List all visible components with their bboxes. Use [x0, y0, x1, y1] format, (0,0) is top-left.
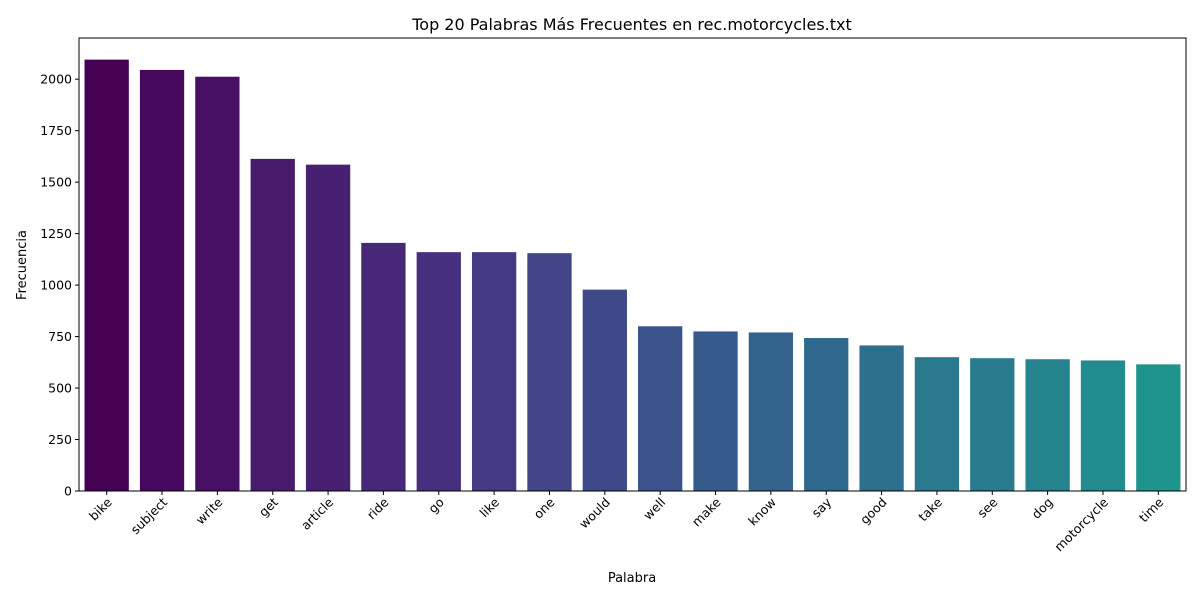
bar-ride — [361, 242, 406, 491]
y-tick-label-1750: 1750 — [40, 123, 72, 138]
bar-one — [527, 253, 572, 491]
y-tick-label-500: 500 — [48, 381, 72, 396]
y-tick-label-2000: 2000 — [40, 72, 72, 87]
x-tick-label-one: one — [531, 494, 558, 521]
bar-time — [1136, 364, 1181, 491]
x-tick-label-ride: ride — [364, 494, 392, 522]
x-tick-label-see: see — [974, 494, 1000, 520]
x-tick-label-know: know — [745, 495, 779, 529]
x-tick-label-article: article — [298, 494, 337, 533]
bars-group — [84, 59, 1181, 492]
bar-know — [748, 332, 794, 491]
y-tick-label-250: 250 — [48, 432, 72, 447]
x-tick-label-motorcycle: motorcycle — [1051, 494, 1111, 554]
x-tick-label-well: well — [640, 495, 668, 523]
x-tick-label-dog: dog — [1029, 495, 1056, 522]
y-tick-label-1250: 1250 — [40, 226, 72, 241]
bar-good — [859, 345, 904, 491]
bar-well — [638, 326, 683, 491]
x-tick-label-make: make — [689, 494, 724, 529]
y-tick-label-1000: 1000 — [40, 278, 72, 293]
x-tick-label-take: take — [915, 494, 945, 524]
bar-motorcycle — [1080, 360, 1126, 491]
bar-say — [804, 338, 849, 491]
y-tick-label-750: 750 — [48, 329, 72, 344]
bar-subject — [139, 69, 185, 492]
x-tick-label-subject: subject — [127, 494, 170, 537]
bar-get — [250, 158, 295, 491]
bar-like — [471, 252, 517, 491]
x-axis-label: Palabra — [608, 571, 656, 586]
bar-dog — [1025, 359, 1070, 491]
y-axis: 0 250 500 750 1000 1250 1500 1750 2000 — [40, 72, 79, 499]
x-tick-label-go: go — [425, 495, 447, 517]
bar-write — [195, 76, 240, 491]
bar-article — [305, 164, 351, 491]
x-tick-label-write: write — [193, 494, 226, 527]
x-tick-label-get: get — [256, 494, 281, 519]
x-tick-label-like: like — [476, 494, 502, 520]
chart-title: Top 20 Palabras Más Frecuentes en rec.mo… — [411, 15, 852, 34]
bar-take — [914, 357, 960, 491]
x-tick-label-bike: bike — [86, 494, 115, 523]
bar-bike — [84, 59, 129, 491]
plot-frame — [78, 37, 1187, 492]
bar-see — [970, 358, 1015, 491]
y-tick-label-1500: 1500 — [40, 175, 72, 190]
x-tick-label-say: say — [808, 494, 834, 520]
x-axis: bike subject write get article ride go like one w… — [86, 491, 1167, 554]
x-tick-label-would: would — [576, 495, 613, 532]
y-tick-label-0: 0 — [64, 484, 72, 499]
bar-would — [582, 289, 627, 491]
y-axis-label: Frecuencia — [15, 230, 30, 300]
x-tick-label-good: good — [857, 495, 890, 528]
x-tick-label-time: time — [1136, 494, 1167, 525]
bar-go — [416, 252, 461, 491]
bar-make — [693, 331, 738, 491]
